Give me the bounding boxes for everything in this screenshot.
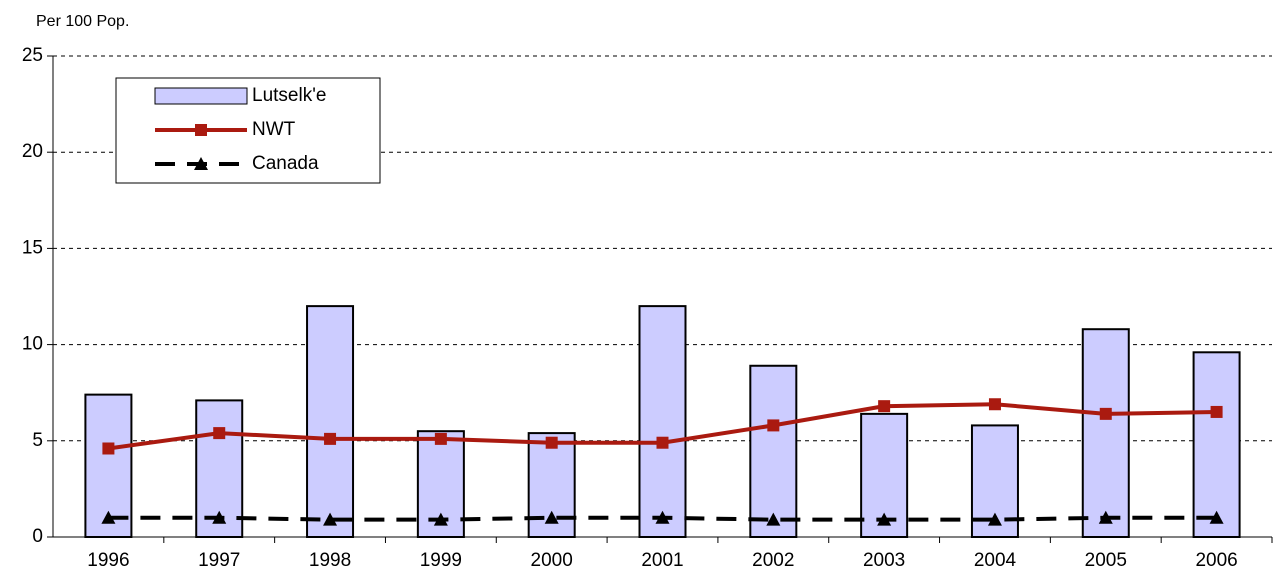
x-tick-label: 2000 xyxy=(531,550,573,571)
point xyxy=(987,512,1002,526)
point xyxy=(102,442,115,455)
bar xyxy=(1192,351,1241,538)
point xyxy=(1210,405,1223,418)
y-tick-label: 10 xyxy=(22,334,43,355)
legend-label: Lutselk'e xyxy=(252,85,326,106)
y-axis-label: Per 100 Pop. xyxy=(36,13,129,30)
x-tick-label: 2003 xyxy=(863,550,905,571)
point xyxy=(1209,510,1224,524)
y-tick-label: 20 xyxy=(22,141,43,162)
point xyxy=(545,436,558,449)
point xyxy=(767,419,780,432)
point xyxy=(324,432,337,445)
y-tick-label: 0 xyxy=(32,526,43,547)
x-tick-label: 2002 xyxy=(752,550,794,571)
bar xyxy=(860,412,909,539)
bar xyxy=(1081,328,1130,539)
point xyxy=(766,512,781,526)
point xyxy=(323,512,338,526)
x-tick-label: 1998 xyxy=(309,550,351,571)
x-tick-label: 1996 xyxy=(87,550,129,571)
point xyxy=(655,510,670,524)
x-tick-label: 1999 xyxy=(420,550,462,571)
legend-swatch xyxy=(154,87,248,105)
point xyxy=(656,436,669,449)
point xyxy=(212,510,227,524)
bar xyxy=(306,305,355,538)
x-tick-label: 2006 xyxy=(1195,550,1237,571)
x-tick-label: 1997 xyxy=(198,550,240,571)
x-tick-label: 2004 xyxy=(974,550,1017,571)
point xyxy=(877,512,892,526)
y-tick-label: 15 xyxy=(22,237,43,258)
point xyxy=(433,512,448,526)
point xyxy=(544,510,559,524)
bar xyxy=(749,364,798,538)
legend-label: NWT xyxy=(252,119,296,140)
point xyxy=(988,398,1001,411)
legend-label: Canada xyxy=(252,153,319,174)
y-tick-label: 5 xyxy=(32,430,43,451)
bar xyxy=(638,305,687,538)
point xyxy=(213,427,226,440)
point xyxy=(434,432,447,445)
point xyxy=(1098,510,1113,524)
y-tick-label: 25 xyxy=(22,45,43,66)
legend-marker xyxy=(195,124,207,136)
legend-marker xyxy=(194,157,208,170)
point xyxy=(878,400,891,413)
point xyxy=(1099,407,1112,420)
x-tick-label: 2001 xyxy=(641,550,683,571)
point xyxy=(101,510,116,524)
x-tick-label: 2005 xyxy=(1085,550,1127,571)
